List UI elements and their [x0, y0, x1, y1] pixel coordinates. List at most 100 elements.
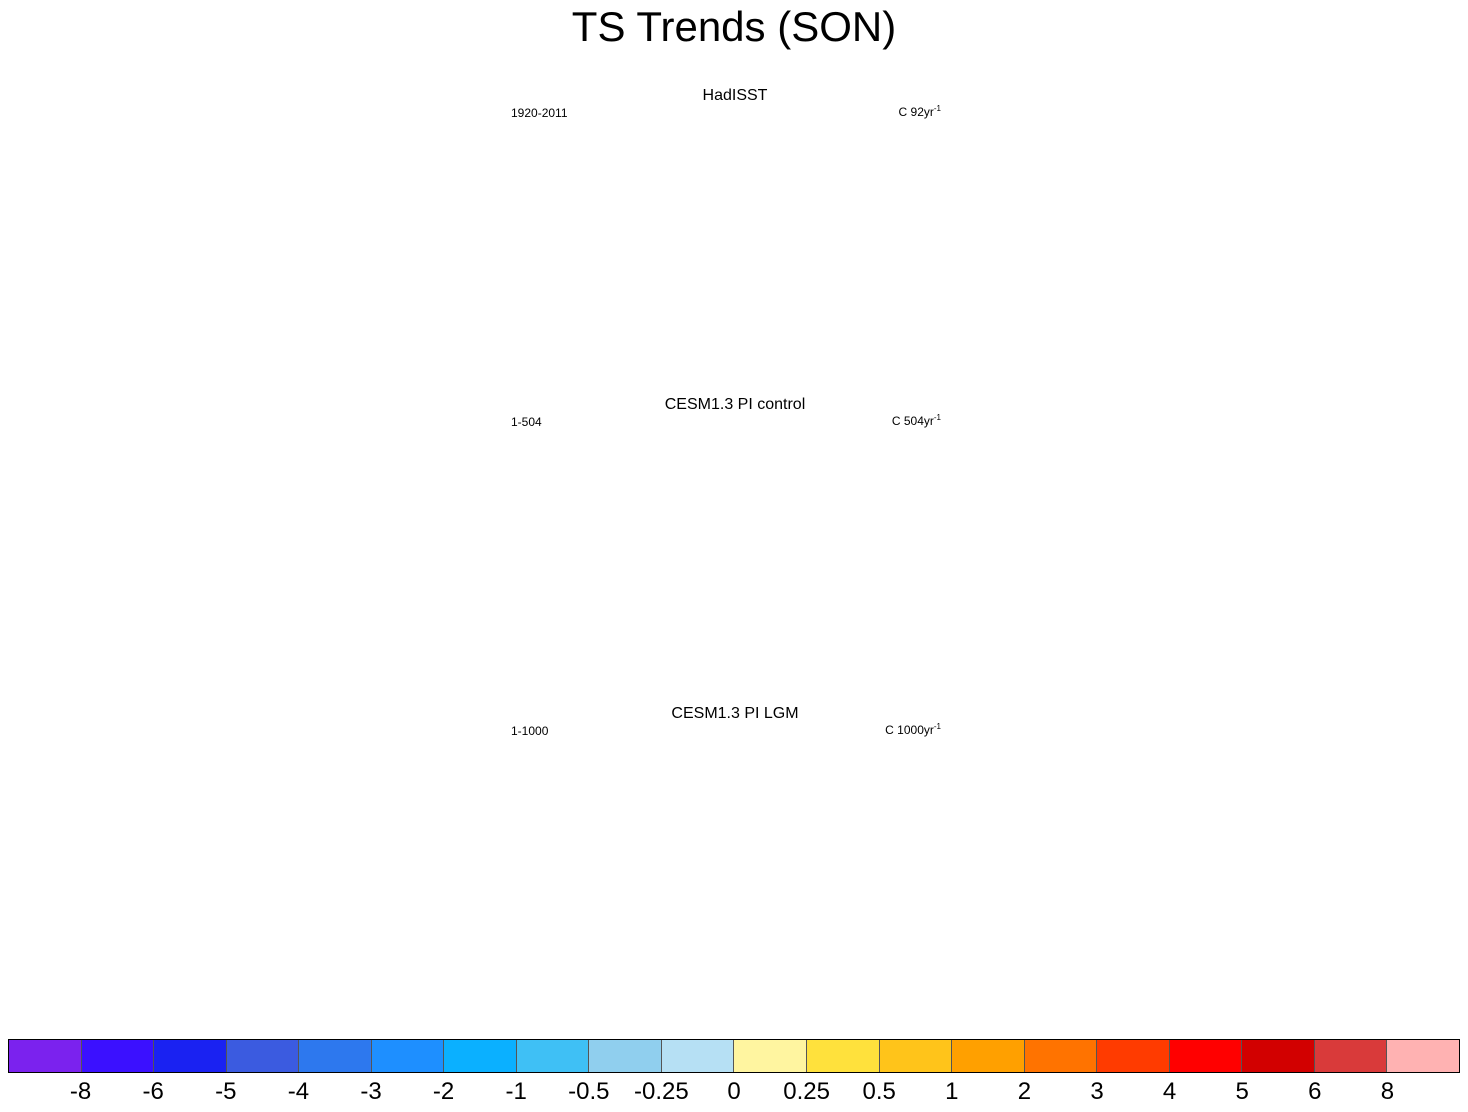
- trend-anomaly: [586, 640, 614, 650]
- trend-anomaly: [505, 283, 625, 343]
- colorbar-box: [81, 1040, 155, 1072]
- trend-anomaly: [853, 622, 908, 636]
- trend-anomaly: [813, 201, 828, 246]
- land-mass: [560, 206, 567, 214]
- world-map-robinson: [505, 716, 965, 1016]
- trend-anomaly: [805, 228, 875, 328]
- trend-anomaly: [893, 213, 928, 283]
- colorbar-tick-label: 0.5: [862, 1078, 896, 1105]
- colorbar-box: [1169, 1040, 1243, 1072]
- trend-anomaly: [835, 446, 895, 464]
- colorbar-tick-label: 6: [1308, 1078, 1322, 1105]
- land-mass: [560, 515, 567, 523]
- trend-anomaly: [640, 949, 830, 960]
- panel-title: CESM1.3 PI control: [664, 396, 806, 413]
- colorbar-tick-label: -8: [69, 1078, 92, 1105]
- land-mass: [673, 312, 681, 324]
- land-mass: [560, 824, 567, 832]
- land-mass: [675, 842, 681, 850]
- land-mass: [527, 126, 665, 226]
- trend-anomaly: [655, 966, 815, 986]
- land-mass: [830, 228, 877, 330]
- trend-anomaly: [665, 960, 825, 968]
- land-mass: [613, 899, 657, 935]
- world-map-robinson: [505, 98, 965, 398]
- land-mass: [745, 120, 767, 140]
- trend-anomaly: [798, 748, 812, 756]
- colorbar-box: [1097, 1040, 1170, 1072]
- trend-anomaly: [628, 268, 723, 298]
- land-mass: [591, 469, 601, 489]
- land-mass: [895, 488, 943, 569]
- colorbar-box: [952, 1040, 1025, 1072]
- trend-anomaly: [695, 250, 725, 257]
- land-mass: [613, 590, 657, 626]
- land-mass: [750, 748, 850, 846]
- colorbar-box: [226, 1040, 300, 1072]
- trend-anomaly: [595, 212, 655, 234]
- colorbar-tick-label: 1: [945, 1078, 959, 1105]
- ocean-field: [505, 716, 965, 1016]
- trend-anomaly: [670, 828, 770, 864]
- trend-anomaly: [740, 643, 800, 655]
- colorbar-box: [1242, 1040, 1315, 1072]
- colorbar-tick-label: 0: [727, 1078, 741, 1105]
- colorbar-box: [299, 1040, 372, 1072]
- land-mass: [835, 435, 907, 464]
- colorbar: [8, 1039, 1460, 1073]
- panel-period-label: 1-1000: [511, 724, 549, 738]
- colorbar-box: [734, 1040, 808, 1072]
- land-mass: [527, 435, 665, 535]
- trend-anomaly: [710, 825, 750, 837]
- colorbar-box: [9, 1040, 82, 1072]
- trend-anomaly: [695, 550, 735, 560]
- trend-anomaly: [688, 738, 783, 754]
- colorbar-tick-label: -0.5: [568, 1078, 610, 1105]
- land-mass: [655, 240, 683, 253]
- colorbar-box: [589, 1040, 662, 1072]
- panel-units-label: C 504yr-1: [891, 413, 941, 428]
- land-mass: [745, 429, 767, 449]
- colorbar-tick-label: -6: [142, 1078, 164, 1105]
- trend-anomaly: [788, 470, 883, 545]
- trend-anomaly: [743, 631, 838, 647]
- land-mass: [505, 976, 965, 1016]
- colorbar-box: [879, 1040, 953, 1072]
- trend-anomaly: [790, 350, 820, 356]
- land-mass: [591, 160, 601, 180]
- trend-anomaly: [505, 213, 583, 283]
- panel-units-label: C 1000yr-1: [885, 722, 941, 737]
- colorbar-tick-label: -0.25: [634, 1078, 689, 1105]
- colorbar-tick-label: 2: [1017, 1078, 1032, 1105]
- trend-anomaly: [695, 237, 815, 259]
- trend-anomaly: [835, 825, 895, 867]
- colorbar-box: [154, 1040, 227, 1072]
- trend-anomaly: [610, 430, 660, 444]
- colorbar-box: [1387, 1040, 1459, 1072]
- land-mass: [895, 179, 943, 260]
- trend-anomaly: [655, 462, 685, 482]
- trend-anomaly: [830, 176, 870, 211]
- colorbar-tick-label: -3: [360, 1078, 382, 1105]
- land-mass: [830, 846, 877, 948]
- trend-anomaly: [865, 470, 895, 494]
- trend-anomaly: [553, 627, 618, 643]
- colorbar-tick-label: 8: [1380, 1078, 1395, 1105]
- land-mass: [750, 439, 850, 537]
- colorbar-box: [661, 1040, 735, 1072]
- map-panel-pi-lgm: CESM1.3 PI LGM 1-1000 C 1000yr-1: [505, 705, 965, 1016]
- colorbar-box: [444, 1040, 517, 1072]
- trend-anomaly: [745, 299, 775, 308]
- land-mass: [521, 525, 553, 585]
- trend-anomaly: [570, 349, 610, 357]
- land-mass: [835, 126, 907, 155]
- land-mass: [675, 533, 681, 541]
- land-mass: [895, 797, 943, 878]
- trend-anomaly: [680, 289, 770, 337]
- land-mass: [655, 549, 683, 562]
- land-mass: [673, 930, 681, 942]
- panel-title: HadISST: [702, 87, 768, 104]
- land-mass: [835, 744, 907, 773]
- map-panel-hadisst: HadISST 1920-2011 C 92yr-1: [505, 87, 965, 398]
- trend-anomaly: [675, 325, 715, 351]
